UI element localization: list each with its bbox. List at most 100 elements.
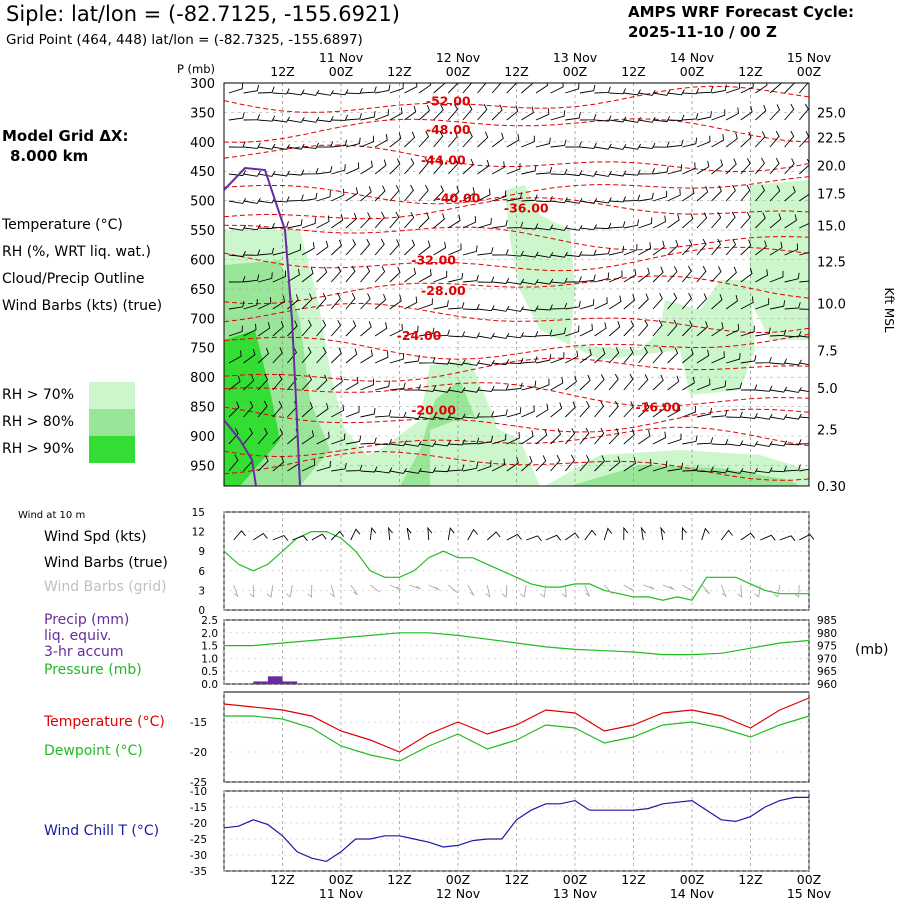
wind-barb [652, 89, 671, 96]
wind-barb [535, 278, 554, 285]
wind-barb [784, 83, 795, 94]
wind-barb [696, 378, 711, 391]
wind-barb [521, 331, 539, 338]
wind-barb [462, 332, 480, 339]
wind-barb [506, 306, 524, 312]
legend-wind: Wind Barbs (kts) (true) [2, 298, 163, 314]
wind-barb [725, 266, 737, 283]
wind-barb [638, 346, 648, 364]
wind-barb [316, 215, 330, 229]
wind-barb [652, 215, 666, 229]
wind-barb [799, 389, 809, 393]
wind-barb [521, 405, 535, 418]
wind-barb [491, 433, 507, 445]
wind-barb [389, 239, 400, 256]
wind-barb [667, 89, 685, 96]
wind-barb [521, 83, 533, 94]
bottom-time-label: 00Z [563, 872, 587, 887]
temperature-contour-label: -48.00 [426, 122, 471, 137]
wind-barb [462, 386, 481, 393]
wind-barb [404, 105, 417, 121]
wind-barb [316, 190, 331, 202]
wind-barb [565, 325, 580, 337]
wind-barb-grid [233, 584, 239, 598]
wind-barb [784, 413, 802, 420]
wind-barb [257, 427, 268, 445]
wind-barb [623, 346, 634, 364]
windchill-tick-label: -25 [190, 834, 207, 846]
wind-barb [784, 272, 800, 283]
wind-barb [331, 433, 346, 445]
windchill-tick-label: -20 [190, 818, 207, 830]
wind-barb [330, 319, 342, 337]
wind-barb [316, 402, 329, 418]
wind-barb [272, 144, 290, 150]
wind-barb [667, 164, 683, 175]
wind-barb [491, 83, 502, 94]
wind-barb [711, 409, 728, 418]
wind-barb [360, 111, 376, 121]
wind-barb [594, 115, 612, 122]
wind-barb [257, 374, 269, 391]
temperature-contour [224, 85, 809, 113]
temperature-contour [224, 197, 809, 220]
precip-accum-label: 3-hr accum [44, 644, 124, 660]
top-date-label: 13 Nov [553, 50, 598, 65]
wind-barb [784, 214, 797, 229]
wind-barb [784, 359, 802, 366]
wind-barb [360, 466, 378, 473]
wind-barb [331, 89, 349, 96]
bottom-time-label: 12Z [621, 872, 645, 887]
wind-barb [404, 239, 416, 256]
height-tick-label: 10.0 [817, 298, 846, 313]
wind-tick-label: 0 [198, 605, 205, 617]
wind-barb [521, 106, 534, 121]
wind-barb [492, 384, 509, 391]
wind-barb [638, 293, 649, 310]
wind-barb [550, 168, 568, 175]
wind-barb [740, 325, 755, 337]
wind-barb [521, 356, 538, 364]
wind-barb [506, 357, 524, 364]
wind-barb [243, 224, 261, 231]
wind-barb [740, 467, 758, 474]
wind-barb [418, 298, 433, 310]
wind-barb [477, 385, 495, 392]
wind-barb [492, 249, 509, 256]
wind-barb [448, 331, 466, 338]
wind-barb [433, 358, 451, 365]
wind-barb [228, 350, 242, 364]
wind-barb [287, 219, 303, 229]
wind-barb [638, 217, 653, 229]
forecast-cycle-value: 2025-11-10 / 00 Z [628, 23, 777, 41]
wind-barb [301, 430, 315, 445]
wind-barb [579, 170, 598, 177]
wind-barb [448, 387, 466, 393]
wind-barb [609, 196, 627, 203]
rh-region [750, 180, 809, 340]
wind-barb [360, 212, 371, 229]
top-time-label: 12Z [270, 64, 294, 79]
wind-barb [389, 83, 404, 94]
wind-barb [711, 439, 729, 446]
forecast-cycle-label: AMPS WRF Forecast Cycle: [628, 3, 854, 21]
wind-barb-true [506, 533, 522, 541]
wind-barb [360, 238, 371, 256]
wind-barb [608, 373, 619, 391]
wind-barb [755, 467, 773, 474]
wind-barb [330, 292, 341, 310]
wind-barb [769, 185, 781, 202]
wind-barb [404, 184, 414, 202]
wind-barb [272, 245, 288, 256]
wind-barb-grid [389, 584, 401, 591]
precip-tick-label: 0.0 [201, 679, 218, 691]
wind-barb [506, 382, 523, 391]
wind-barb [433, 83, 445, 94]
wind-barb [418, 327, 435, 337]
wind-barb [550, 402, 563, 418]
wind-barb [667, 266, 678, 283]
wind-barb [345, 112, 362, 121]
wind-barb [491, 104, 503, 121]
wind-barb [667, 214, 680, 229]
wind-barb [579, 323, 593, 337]
